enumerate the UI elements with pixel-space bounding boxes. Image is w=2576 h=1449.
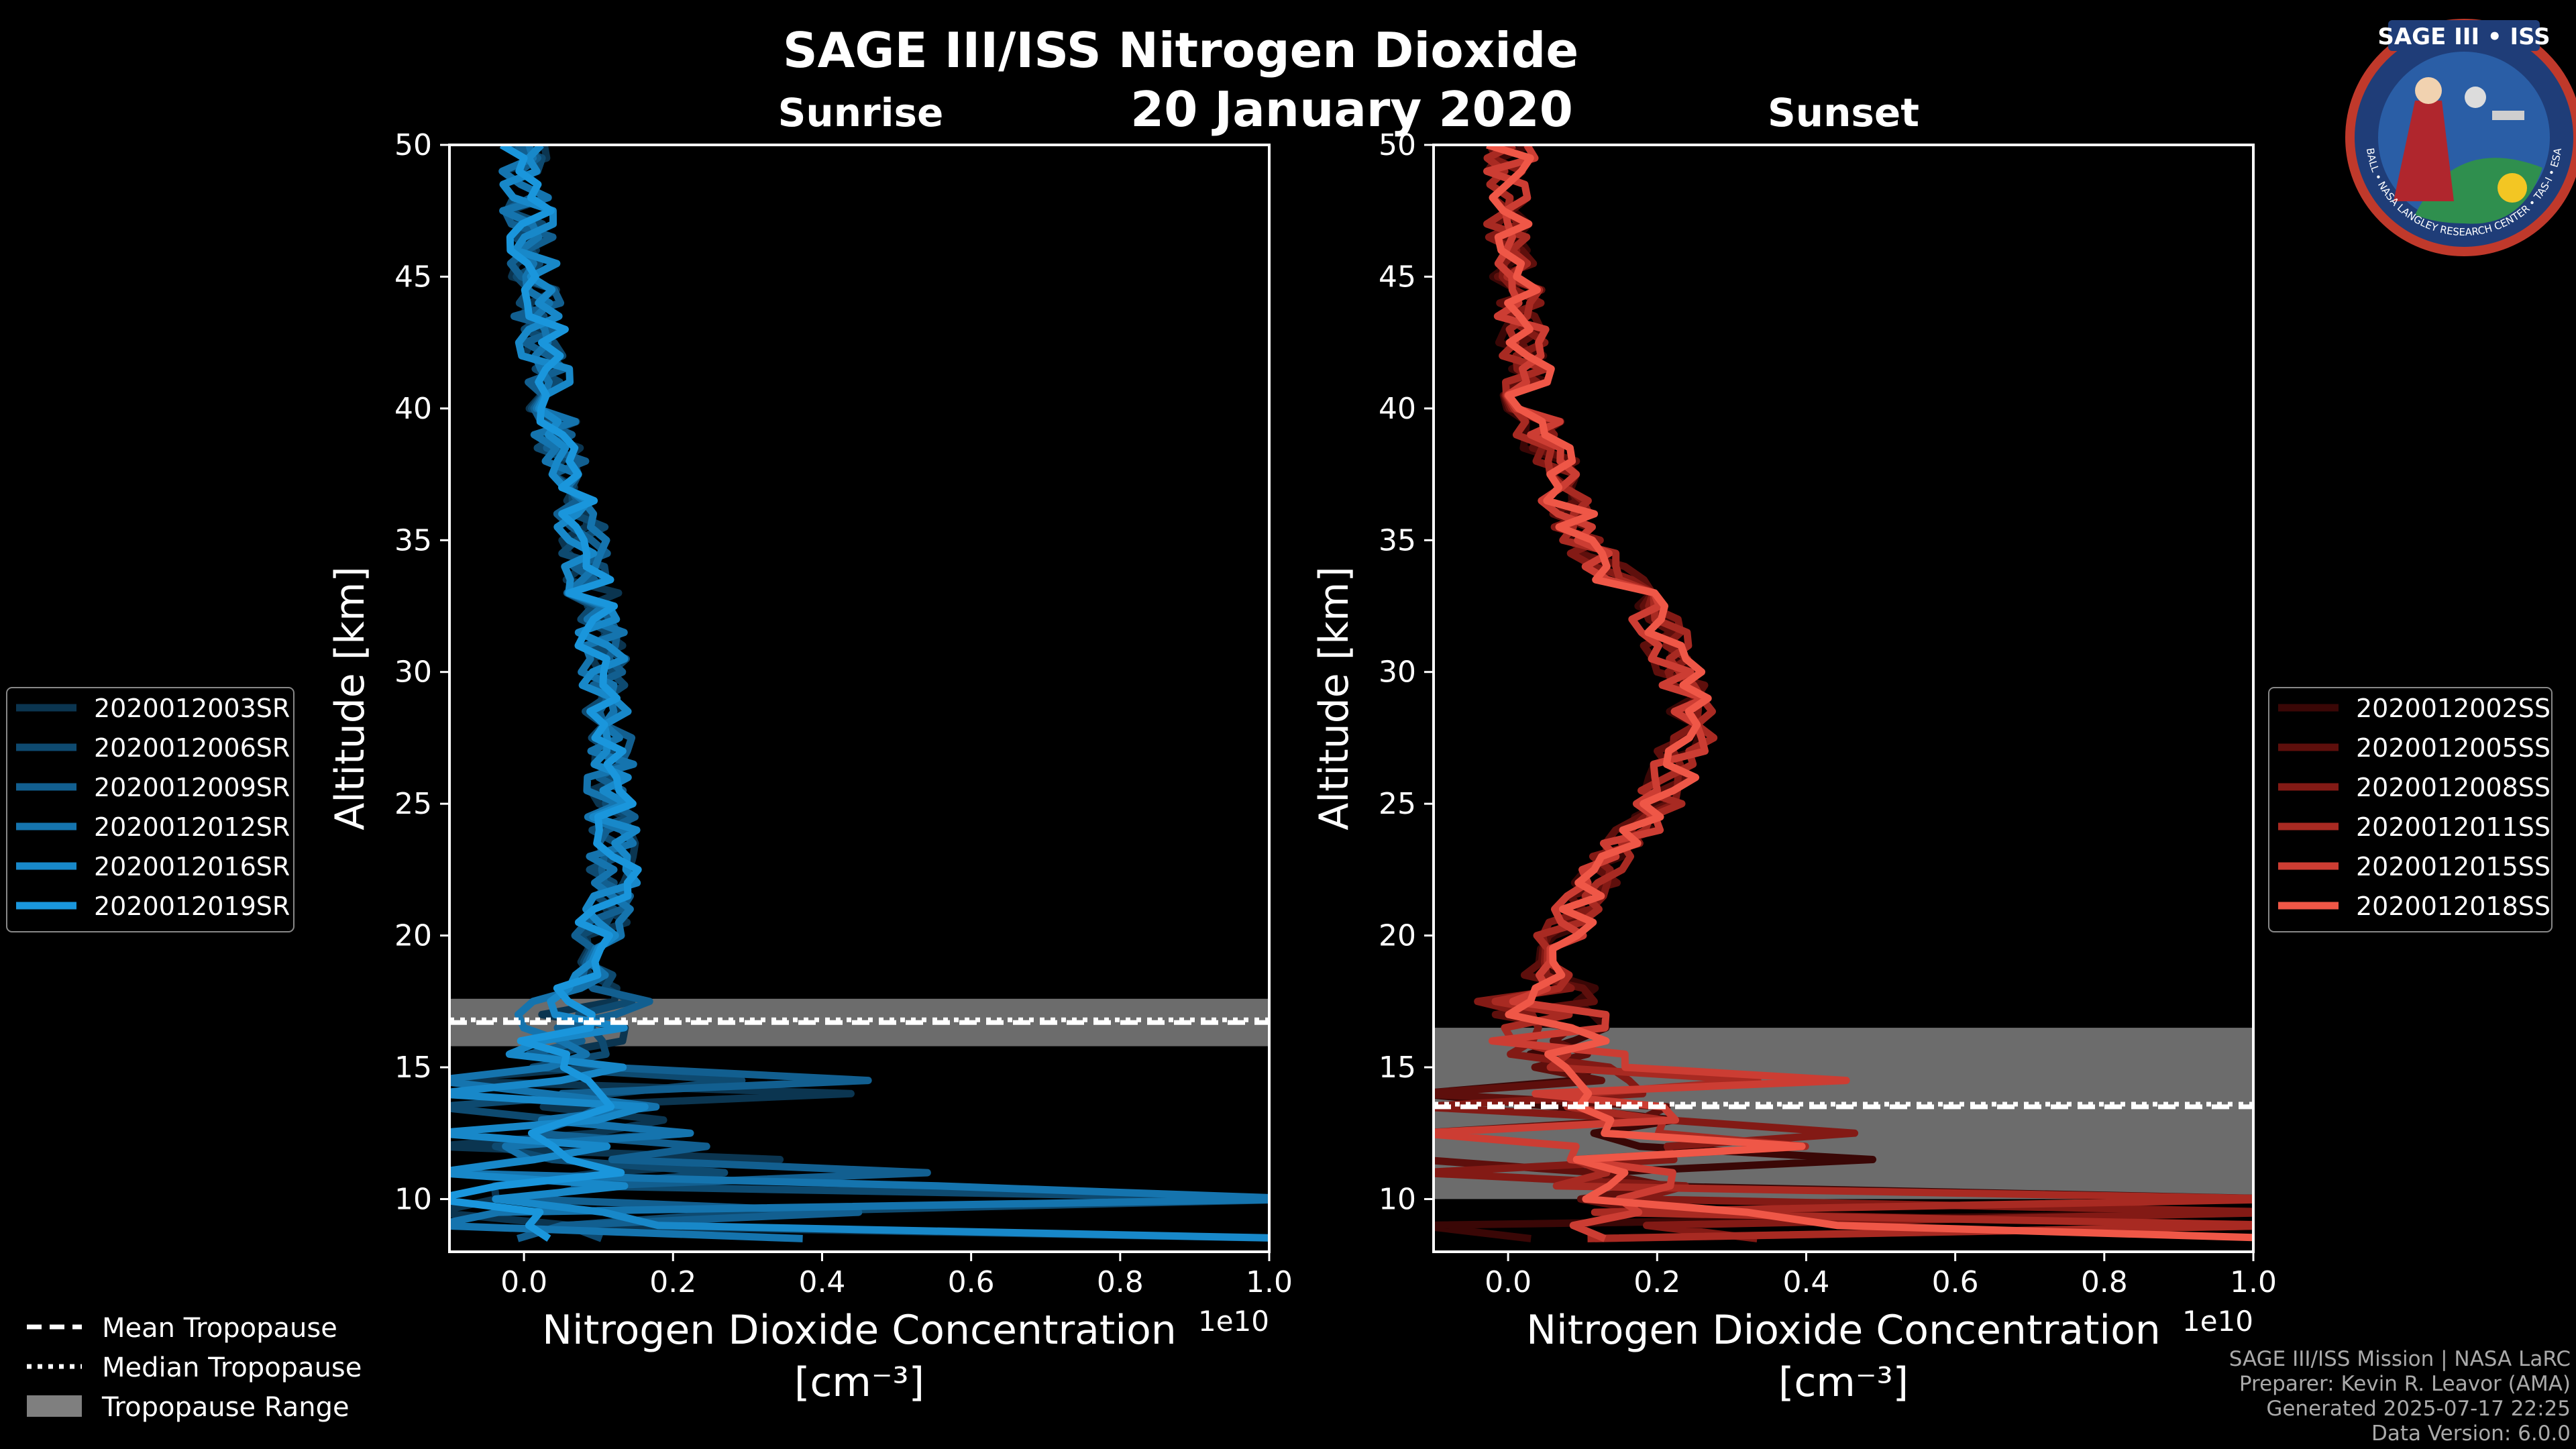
y-axis-label: Altitude [km] <box>1311 566 1358 830</box>
logo-figure-robe <box>2394 101 2454 201</box>
footer-mission: SAGE III/ISS Mission | NASA LaRC <box>2229 1347 2571 1371</box>
sunrise-legend: 2020012003SR 2020012006SR 2020012009SR 2020… <box>6 687 294 932</box>
x-tick-label: 0.8 <box>1097 1265 1144 1299</box>
footer-generated: Generated 2025-07-17 22:25 <box>2266 1397 2571 1421</box>
profile-line-2020012019SR <box>449 145 642 1242</box>
sunrise-panel: 10 15 20 25 30 35 40 45 50 0.0 0.2 0.4 0.6 0.8 1.0 1e10… <box>327 128 1293 1406</box>
y-tick-label: 25 <box>394 787 432 821</box>
footer-preparer: Preparer: Kevin R. Leavor (AMA) <box>2239 1372 2571 1396</box>
y-tick-label: 35 <box>1379 523 1416 557</box>
x-tick-label: 0.8 <box>2081 1265 2128 1299</box>
logo-text: SAGE III • ISS <box>2377 23 2550 50</box>
legend-label-2020012003SR: 2020012003SR <box>94 694 290 723</box>
logo-figure-head <box>2415 77 2442 104</box>
profile-line-2020012012SR <box>449 145 1269 1242</box>
x-axis-label: Nitrogen Dioxide Concentration <box>542 1307 1177 1354</box>
y-tick-label: 35 <box>394 523 432 557</box>
legend-label-2020012018SS: 2020012018SS <box>2356 892 2551 921</box>
logo-moon <box>2465 87 2486 108</box>
footer-version: Data Version: 6.0.0 <box>2371 1421 2571 1446</box>
x-tick-label: 0.4 <box>1782 1265 1829 1299</box>
y-tick-label: 20 <box>1379 919 1416 953</box>
x-tick-label: 0.0 <box>500 1265 547 1299</box>
logo-banner <box>2388 20 2540 51</box>
x-tick-label: 1.0 <box>1246 1265 1293 1299</box>
sunrise-legend-box <box>6 687 294 932</box>
logo-sun <box>2498 173 2527 203</box>
mean-tropopause-label: Mean Tropopause <box>102 1313 337 1344</box>
legend-label-2020012005SS: 2020012005SS <box>2356 733 2551 763</box>
footer: SAGE III/ISS Mission | NASA LaRC Prepare… <box>2229 1347 2571 1446</box>
profile-line-2020012009SR <box>501 145 931 1242</box>
legend-label-2020012019SR: 2020012019SR <box>94 892 290 921</box>
y-tick-label: 15 <box>1379 1051 1416 1085</box>
tropopause-range-swatch <box>27 1395 82 1417</box>
tropopause-legend: Mean Tropopause Median Tropopause Tropop… <box>27 1313 362 1423</box>
legend-label-2020012015SS: 2020012015SS <box>2356 852 2551 881</box>
x-axis-unit: [cm⁻³] <box>1778 1359 1909 1406</box>
main-title: SAGE III/ISS Nitrogen Dioxide <box>783 22 1578 78</box>
x-tick-label: 0.6 <box>948 1265 995 1299</box>
y-tick-label: 50 <box>1379 128 1416 162</box>
legend-label-2020012012SR: 2020012012SR <box>94 812 290 842</box>
sunset-legend-box <box>2268 687 2553 932</box>
legend-label-2020012011SS: 2020012011SS <box>2356 812 2551 842</box>
y-tick-label: 25 <box>1379 787 1416 821</box>
y-tick-label: 40 <box>1379 392 1416 426</box>
logo-iss-icon <box>2492 111 2524 120</box>
sunset-panel: 10 15 20 25 30 35 40 45 50 0.0 0.2 0.4 0.6 0.8 1.0 1e10… <box>1311 128 2277 1406</box>
y-tick-label: 50 <box>394 128 432 162</box>
profile-line-2020012016SR <box>449 145 1269 1242</box>
sage-logo: SAGE III • ISS BALL • NASA LANGLEY RESEA… <box>2345 19 2576 256</box>
x-tick-label: 1.0 <box>2230 1265 2277 1299</box>
y-tick-label: 40 <box>394 392 432 426</box>
y-tick-label: 45 <box>1379 260 1416 294</box>
y-tick-label: 30 <box>394 655 432 690</box>
y-axis-label: Altitude [km] <box>327 566 374 830</box>
x-tick-label: 0.0 <box>1485 1265 1532 1299</box>
legend-label-2020012002SS: 2020012002SS <box>2356 694 2551 723</box>
axes-frame <box>1432 144 2255 1253</box>
legend-label-2020012008SS: 2020012008SS <box>2356 773 2551 802</box>
x-tick-label: 0.2 <box>649 1265 696 1299</box>
y-tick-label: 10 <box>394 1182 432 1216</box>
y-tick-label: 20 <box>394 919 432 953</box>
x-tick-label: 0.4 <box>798 1265 845 1299</box>
legend-label-2020012009SR: 2020012009SR <box>94 773 290 802</box>
sunset-title: Sunset <box>1768 90 1919 136</box>
legend-label-2020012016SR: 2020012016SR <box>94 852 290 881</box>
axes-frame <box>448 144 1271 1253</box>
y-tick-label: 45 <box>394 260 432 294</box>
y-tick-label: 10 <box>1379 1182 1416 1216</box>
x-axis-unit: [cm⁻³] <box>794 1359 924 1406</box>
x-multiplier: 1e10 <box>2182 1305 2253 1338</box>
tropopause-range-label: Tropopause Range <box>101 1392 350 1423</box>
date-title: 20 January 2020 <box>1130 81 1573 138</box>
profile-line-2020012015SS <box>1434 145 1850 1242</box>
y-tick-label: 30 <box>1379 655 1416 690</box>
median-tropopause-label: Median Tropopause <box>102 1352 362 1383</box>
x-tick-label: 0.2 <box>1633 1265 1680 1299</box>
profile-line-2020012006SR <box>449 145 1269 1242</box>
x-axis-label: Nitrogen Dioxide Concentration <box>1526 1307 2161 1354</box>
sunset-legend: 2020012002SS 2020012005SS 2020012008SS 2020… <box>2268 687 2553 932</box>
sunrise-title: Sunrise <box>778 90 944 136</box>
profile-line-2020012003SR <box>449 145 1269 1242</box>
legend-label-2020012006SR: 2020012006SR <box>94 733 290 763</box>
x-tick-label: 0.6 <box>1932 1265 1979 1299</box>
profile-line-2020012018SS <box>1486 145 2253 1242</box>
x-multiplier: 1e10 <box>1198 1305 1269 1338</box>
y-tick-label: 15 <box>394 1051 432 1085</box>
